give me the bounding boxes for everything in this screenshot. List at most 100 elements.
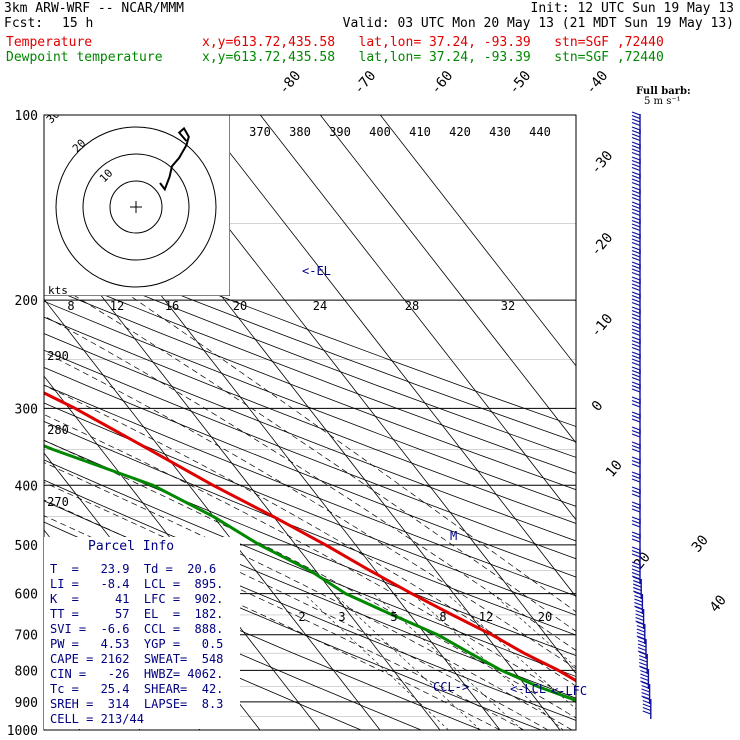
m-marker: M	[450, 529, 457, 543]
wind-barb-feather	[631, 231, 641, 236]
wind-barb-feather	[631, 226, 641, 232]
dewpoint-profile	[44, 444, 576, 703]
wind-barb-feather	[631, 366, 641, 371]
wind-barb-feather	[631, 126, 641, 131]
wind-barb-feather	[631, 448, 641, 453]
wind-barb-feather	[631, 414, 641, 420]
wind-barb-feather	[631, 151, 641, 157]
wind-barb-feather	[637, 636, 647, 641]
wind-barb-feather	[631, 568, 641, 573]
mixing-ratio-line	[446, 593, 576, 710]
hodograph-ring	[55, 126, 217, 288]
theta-label: 370	[249, 125, 271, 139]
wind-barb-feather	[631, 459, 641, 465]
hodograph-units: kts	[48, 284, 68, 297]
wind-barb-feather	[638, 661, 648, 667]
dry-adiabat	[44, 440, 576, 656]
dry-adiabat	[44, 240, 576, 443]
wind-barb-feather	[631, 166, 641, 172]
wind-barb-feather	[642, 706, 652, 712]
wind-barb-feather	[632, 579, 642, 585]
wind-barb-feather	[631, 441, 641, 446]
isotherm	[44, 221, 441, 730]
pressure-tick-label: 400	[15, 479, 38, 494]
wind-barb-feather	[631, 249, 641, 255]
ccl-marker: CCL->	[433, 680, 469, 694]
wind-barb-feather	[631, 343, 641, 348]
wind-barb-feather	[631, 144, 641, 150]
theta-label: 400	[369, 125, 391, 139]
isotherm-label: -30	[588, 148, 617, 178]
wind-barb-feather	[642, 696, 652, 701]
dry-adiabat	[44, 285, 576, 491]
wind-barb-feather	[631, 571, 641, 577]
temperature-profile	[44, 391, 576, 683]
pressure-tick-label: 700	[15, 629, 38, 644]
theta-label: 440	[529, 125, 551, 139]
pressure-tick-label: 500	[15, 539, 38, 554]
pressure-tick-label: 800	[15, 664, 38, 679]
wind-barb-feather	[631, 159, 641, 165]
wind-barb-feather	[631, 516, 641, 521]
dry-adiabat	[44, 349, 576, 560]
wind-barb-feather	[641, 684, 650, 690]
init-time: Init: 12 UTC Sun 19 May 13	[530, 1, 735, 16]
isotherm	[259, 115, 576, 521]
wind-barb-feather	[642, 703, 652, 708]
dewpoint-location: x,y=613.72,435.58 lat,lon= 37.24, -93.39…	[202, 50, 664, 65]
wind-barb-feather	[635, 609, 644, 615]
parcel-info-row: CELL = 213/44	[50, 712, 144, 726]
theta-label: 420	[449, 125, 471, 139]
wind-barb-feather	[631, 283, 641, 288]
hodograph-frame	[44, 115, 230, 296]
dry-adiabat	[44, 254, 576, 458]
wind-barb-feather	[638, 651, 648, 656]
wind-barb-feather	[631, 354, 641, 360]
wind-barb-feather	[631, 373, 641, 378]
wind-barb-feather	[642, 710, 652, 715]
dry-adiabat	[44, 300, 576, 507]
wind-barb-feather	[640, 669, 649, 675]
wind-barb-feather	[631, 381, 641, 386]
wind-barb-feather	[631, 208, 641, 213]
hodograph-ring-label: 30	[44, 108, 63, 127]
wind-barb-feather	[631, 549, 641, 555]
wind-barb-feather	[631, 478, 641, 483]
wind-barb-feather	[631, 133, 641, 138]
wind-barb-feather	[631, 339, 641, 345]
wind-barb-feather	[631, 361, 641, 367]
isotherm	[44, 298, 381, 730]
wind-barb-feather	[631, 519, 641, 525]
wind-barb-feather	[631, 204, 641, 210]
wind-barb-feather	[631, 471, 641, 476]
wind-barb-feather	[631, 241, 641, 247]
wind-barb-feather	[631, 429, 641, 435]
parcel-info-row: Tc = 25.4 SHEAR= 42.	[50, 682, 224, 696]
wind-barb-feather	[631, 561, 641, 566]
wind-barb-feather	[631, 223, 641, 228]
isotherm-label: -40	[583, 68, 612, 98]
isotherm-label: -10	[588, 311, 617, 341]
diagram-frame	[43, 114, 577, 731]
wind-barb-feather	[631, 141, 641, 146]
wind-barb-feather	[632, 583, 642, 588]
el-marker: <-EL	[302, 264, 331, 278]
wind-barb-feather	[631, 328, 641, 333]
temperature-legend-label: Temperature	[6, 35, 93, 50]
wind-barb-feather	[631, 504, 641, 510]
hodograph-trace	[159, 126, 190, 192]
wind-barb-feather	[631, 148, 641, 153]
moist-adiabat	[44, 315, 576, 651]
wind-barb-feather	[634, 591, 643, 596]
hodograph-speed-tick: 8	[67, 299, 74, 313]
wind-barb-feather	[637, 643, 647, 648]
hodograph-speed-tick: 20	[233, 299, 247, 313]
dry-adiabat	[44, 366, 576, 578]
wind-barb-feather	[631, 156, 641, 161]
wind-barb-feather	[631, 324, 641, 330]
wind-barb-feather	[631, 129, 641, 135]
parcel-info-row: SREH = 314 LAPSE= 8.3	[50, 697, 224, 711]
wind-barb-feather	[631, 219, 641, 225]
wind-barb-feather	[634, 594, 643, 600]
wind-barb-feather	[631, 309, 641, 315]
